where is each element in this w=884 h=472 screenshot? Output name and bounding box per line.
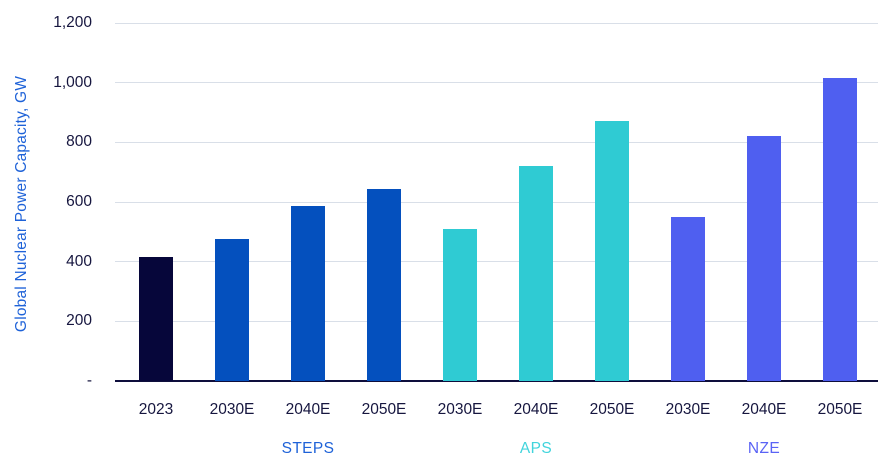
y-tick-label-0: - <box>86 372 92 389</box>
x-tick-label-4: 2030E <box>437 401 483 418</box>
group-label-NZE: NZE <box>747 440 781 457</box>
bar-NZE-2030E <box>671 216 705 381</box>
y-tick-label-600: 600 <box>66 193 92 210</box>
x-axis-line <box>115 380 878 382</box>
bar-2023 <box>139 256 173 381</box>
y-tick-label-1200: 1,200 <box>53 14 92 31</box>
x-tick-label-3: 2050E <box>361 401 407 418</box>
bar-APS-2040E <box>519 166 553 381</box>
gridline-400 <box>115 261 878 263</box>
y-tick-label-200: 200 <box>66 312 92 330</box>
y-tick-label-400: 400 <box>66 252 92 270</box>
bar-STEPS-2040E <box>291 206 325 381</box>
x-tick-label-2: 2040E <box>285 401 331 418</box>
y-tick-label-1000: 1,000 <box>53 73 92 91</box>
gridline-1000 <box>115 82 878 84</box>
group-label-APS: APS <box>519 440 553 457</box>
bar-NZE-2050E <box>823 78 857 381</box>
bar-NZE-2040E <box>747 136 781 381</box>
x-tick-label-5: 2040E <box>513 401 559 418</box>
plot-area <box>115 22 878 382</box>
y-tick-label-800: 800 <box>66 133 92 151</box>
bar-APS-2030E <box>443 228 477 381</box>
x-tick-label-1: 2030E <box>209 401 255 418</box>
bar-STEPS-2030E <box>215 239 249 381</box>
gridline-800 <box>115 141 878 143</box>
x-tick-label-0: 2023 <box>138 401 174 418</box>
x-tick-label-7: 2030E <box>665 401 711 418</box>
gridline-1200 <box>115 22 878 24</box>
bar-APS-2050E <box>595 121 629 381</box>
gridline-200 <box>115 320 878 322</box>
group-label-STEPS: STEPS <box>281 440 335 457</box>
x-tick-label-9: 2050E <box>817 401 863 418</box>
gridline-600 <box>115 201 878 203</box>
x-tick-label-8: 2040E <box>741 401 787 418</box>
x-tick-label-6: 2050E <box>589 401 635 418</box>
bar-STEPS-2050E <box>367 188 401 381</box>
